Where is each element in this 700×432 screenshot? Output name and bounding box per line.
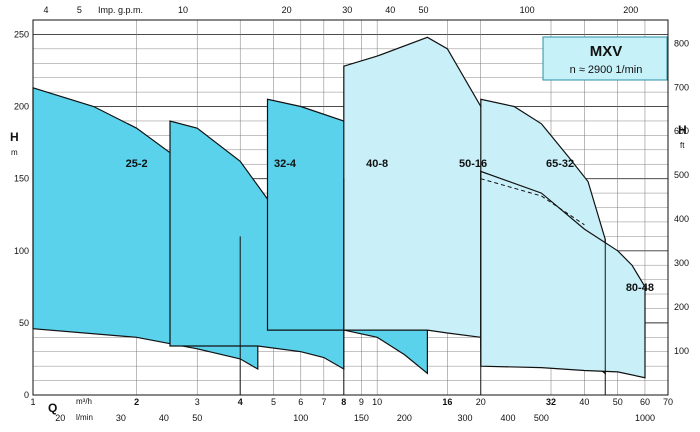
bottom-axis-lmin: 20 30 40 50 100 150 200 300 400 500 1000 bbox=[55, 413, 655, 423]
frame-rect bbox=[32, 19, 669, 396]
series-label-25-2: 25-2 bbox=[126, 158, 148, 170]
series-label-32-4: 32-4 bbox=[274, 158, 297, 170]
top-axis-label: Imp. g.p.m. bbox=[98, 5, 143, 15]
bottom-tick-lmin: 40 bbox=[159, 413, 169, 423]
right-axis-unit: ft bbox=[680, 141, 685, 150]
top-tick-gpm: 4 bbox=[44, 5, 49, 15]
left-axis-label: H bbox=[10, 130, 19, 144]
left-axis-m: 0 50 100 150 200 250 bbox=[14, 29, 29, 400]
right-tick-label: 100 bbox=[674, 346, 689, 356]
right-tick-label: 500 bbox=[674, 170, 689, 180]
bottom-tick-lmin: 20 bbox=[55, 413, 65, 423]
top-tick-gpm: 30 bbox=[342, 5, 352, 15]
bottom-tick-lmin: 1000 bbox=[635, 413, 655, 423]
top-tick-gpm: 100 bbox=[520, 5, 535, 15]
right-tick-label: 400 bbox=[674, 214, 689, 224]
series-label-65-32: 65-32 bbox=[546, 158, 574, 170]
top-tick-gpm: 10 bbox=[178, 5, 188, 15]
left-tick-label: 250 bbox=[14, 29, 29, 39]
bottom-tick-lmin: 30 bbox=[116, 413, 126, 423]
series-area-80-48 bbox=[480, 170, 646, 379]
left-tick-label: 50 bbox=[19, 318, 29, 328]
left-tick-label: 150 bbox=[14, 174, 29, 184]
bottom-tick-m3h: 32 bbox=[546, 397, 556, 407]
chart-subtitle: n ≈ 2900 1/min bbox=[570, 64, 643, 76]
bottom-axis-m3h: 1 2 3 4 5 6 7 8 9 10 16 20 32 40 50 60 70 bbox=[30, 397, 673, 407]
left-tick-label: 100 bbox=[14, 246, 29, 256]
bottom-tick-m3h: 7 bbox=[321, 397, 326, 407]
bottom-tick-lmin: 100 bbox=[293, 413, 308, 423]
bottom-tick-lmin: 500 bbox=[534, 413, 549, 423]
left-axis-unit: m bbox=[11, 148, 18, 157]
top-tick-gpm: 200 bbox=[623, 5, 638, 15]
bottom-axis-primary-unit: m³/h bbox=[76, 397, 92, 406]
pump-curve-areas bbox=[32, 36, 646, 395]
bottom-tick-lmin: 50 bbox=[192, 413, 202, 423]
bottom-tick-m3h: 40 bbox=[579, 397, 589, 407]
bottom-tick-m3h: 3 bbox=[195, 397, 200, 407]
bottom-tick-m3h: 16 bbox=[442, 397, 452, 407]
top-tick-gpm: 50 bbox=[419, 5, 429, 15]
bottom-tick-m3h: 5 bbox=[271, 397, 276, 407]
top-axis-gpm: 4 5 10 20 30 40 50 100 200 bbox=[44, 5, 639, 15]
bottom-tick-m3h: 20 bbox=[476, 397, 486, 407]
top-tick-gpm: 40 bbox=[385, 5, 395, 15]
right-tick-label: 300 bbox=[674, 258, 689, 268]
right-tick-label: 200 bbox=[674, 302, 689, 312]
bottom-tick-m3h: 60 bbox=[640, 397, 650, 407]
top-tick-gpm: 20 bbox=[282, 5, 292, 15]
plot-frame bbox=[32, 19, 669, 396]
left-tick-label: 0 bbox=[24, 390, 29, 400]
bottom-axis-secondary-unit: l/min bbox=[76, 413, 93, 422]
bottom-tick-lmin: 150 bbox=[354, 413, 369, 423]
series-label-40-8: 40-8 bbox=[366, 158, 388, 170]
bottom-tick-m3h: 4 bbox=[238, 397, 243, 407]
bottom-tick-m3h: 9 bbox=[359, 397, 364, 407]
series-label-80-48: 80-48 bbox=[626, 282, 654, 294]
top-tick-gpm: 5 bbox=[77, 5, 82, 15]
dashed-curve bbox=[480, 178, 585, 226]
dashed-curve-line bbox=[480, 178, 585, 226]
left-tick-label: 200 bbox=[14, 102, 29, 112]
series-labels: 25-2 32-4 40-8 50-16 65-32 80-48 bbox=[126, 158, 654, 294]
bottom-tick-m3h: 10 bbox=[372, 397, 382, 407]
right-axis-ft: 100 200 300 400 500 600 700 800 bbox=[674, 38, 689, 356]
chart-title: MXV bbox=[590, 43, 623, 60]
series-label-50-16: 50-16 bbox=[459, 158, 487, 170]
bottom-axis-label: Q bbox=[48, 401, 57, 415]
bottom-tick-m3h: 8 bbox=[341, 397, 346, 407]
bottom-tick-lmin: 300 bbox=[457, 413, 472, 423]
bottom-tick-m3h: 2 bbox=[134, 397, 139, 407]
bottom-tick-lmin: 200 bbox=[397, 413, 412, 423]
right-tick-label: 800 bbox=[674, 38, 689, 48]
right-tick-label: 600 bbox=[674, 126, 689, 136]
bottom-tick-m3h: 50 bbox=[613, 397, 623, 407]
right-axis-label: H bbox=[678, 123, 687, 137]
bottom-tick-m3h: 6 bbox=[298, 397, 303, 407]
model-badge: MXV n ≈ 2900 1/min bbox=[542, 36, 668, 81]
right-tick-label: 700 bbox=[674, 82, 689, 92]
bottom-tick-m3h: 1 bbox=[30, 397, 35, 407]
bottom-tick-m3h: 70 bbox=[663, 397, 673, 407]
bottom-tick-lmin: 400 bbox=[500, 413, 515, 423]
